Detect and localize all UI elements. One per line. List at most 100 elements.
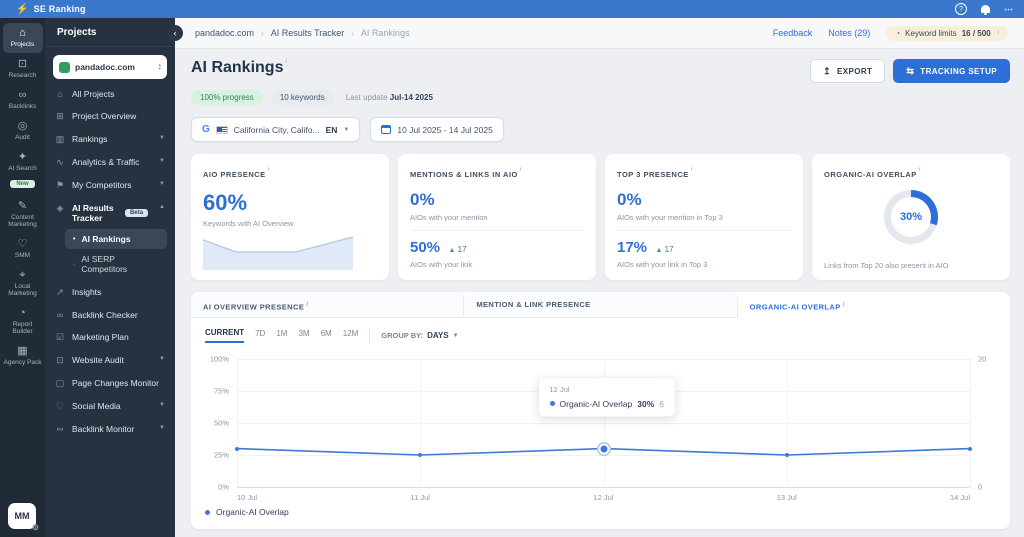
tracking-setup-button[interactable]: ⇆ TRACKING SETUP bbox=[893, 59, 1010, 83]
panel-item-all-projects[interactable]: ⌂ All Projects bbox=[45, 83, 175, 105]
chevron-up-icon: ▲ bbox=[159, 204, 165, 210]
data-point bbox=[784, 453, 789, 457]
competitors-icon: ⚑ bbox=[55, 180, 65, 190]
breadcrumb-project[interactable]: pandadoc.com bbox=[195, 28, 255, 38]
breadcrumb-section[interactable]: AI Results Tracker bbox=[270, 28, 345, 38]
chevron-down-icon: ▼ bbox=[159, 158, 165, 164]
aio-presence-value: 60% bbox=[203, 190, 248, 215]
sidebar-item-audit[interactable]: ◎ Audit bbox=[3, 116, 43, 146]
panel-item-backlink-checker[interactable]: ∞ Backlink Checker bbox=[56, 310, 138, 320]
range-7d[interactable]: 7D bbox=[255, 329, 266, 338]
keyword-limits-badge[interactable]: ◔ Keyword limits 16 / 500 i bbox=[886, 25, 1008, 41]
sliders-icon: ⇆ bbox=[906, 65, 915, 76]
lightning-icon: ⚡ bbox=[16, 3, 29, 15]
date-range-picker[interactable]: 10 Jul 2025 - 14 Jul 2025 bbox=[370, 117, 504, 142]
info-icon[interactable]: i bbox=[519, 166, 522, 173]
bullet-icon: • bbox=[73, 235, 76, 243]
info-icon: i bbox=[842, 302, 845, 308]
gridline-v bbox=[970, 359, 971, 487]
range-current[interactable]: CURRENT bbox=[205, 328, 245, 343]
bullet-icon: · bbox=[73, 260, 76, 268]
project-favicon bbox=[59, 61, 70, 73]
panel-item-project-overview[interactable]: ⊞ Project Overview bbox=[56, 111, 137, 121]
card-organic-ai-overlap: ORGANIC-AI OVERLAPi 30% Links from Top 2… bbox=[812, 154, 1010, 280]
sidebar-item-smm[interactable]: ♡ SMM bbox=[3, 234, 43, 264]
up-arrow-icon: ▲ bbox=[655, 247, 663, 254]
panel-item-page-changes-monitor[interactable]: ▢ Page Changes Monitor bbox=[55, 378, 159, 388]
range-3m[interactable]: 3M bbox=[298, 329, 310, 338]
project-selector[interactable]: pandadoc.com ▴ ▾ bbox=[53, 55, 167, 79]
info-icon[interactable]: i bbox=[285, 59, 287, 65]
gridline-h bbox=[237, 487, 970, 488]
tab-organic-ai-overlap[interactable]: ORGANIC-AI OVERLAP i bbox=[749, 302, 845, 312]
beta-badge: Beta bbox=[125, 209, 149, 217]
notes-link[interactable]: Notes (29) bbox=[828, 28, 871, 38]
up-arrow-icon: ▲ bbox=[448, 247, 456, 254]
group-by-selector[interactable]: GROUP BY: DAYS ▼ bbox=[381, 331, 459, 340]
range-6m[interactable]: 6M bbox=[320, 329, 332, 338]
gridline-v bbox=[420, 359, 422, 487]
panel-item-insights[interactable]: ↗ Insights bbox=[56, 287, 102, 297]
top3-mention-value: 0% bbox=[617, 190, 642, 209]
link-icon: ∞ bbox=[18, 89, 27, 101]
panel-item-ai-results-tracker[interactable]: ◈ AI Results Tracker Beta ▲ bbox=[56, 203, 165, 223]
y-axis-tick: 75% bbox=[213, 386, 229, 396]
language-value: EN bbox=[325, 124, 338, 135]
chart-legend[interactable]: Organic-AI Overlap bbox=[191, 487, 1010, 529]
overlap-donut: 30% bbox=[884, 190, 938, 244]
panel-item-rankings[interactable]: ▥ Rankings ▼ bbox=[55, 134, 165, 144]
series-dot-icon bbox=[549, 401, 555, 407]
panel-item-website-audit[interactable]: ⊡ Website Audit ▼ bbox=[56, 355, 165, 365]
location-selector[interactable]: G California City, Califo... EN ▼ bbox=[191, 117, 361, 142]
notifications-bell-icon[interactable] bbox=[981, 5, 990, 15]
sidebar-item-report-builder[interactable]: ◔ Report Builder bbox=[3, 303, 43, 340]
chart-tooltip: 12 Jul Organic-AI Overlap 30% 6 bbox=[537, 376, 677, 417]
gridline-v bbox=[603, 359, 605, 487]
user-avatar[interactable]: MM ⚙ bbox=[8, 503, 39, 532]
info-icon[interactable]: i bbox=[918, 166, 921, 173]
chart-panel: AI OVERVIEW PRESENCE i MENTION & LINK PRE… bbox=[191, 292, 1010, 529]
projects-panel: Projects pandadoc.com ▴ ▾ ⌂ All Projects … bbox=[45, 18, 175, 537]
panel-subitem-ai-serp-competitors[interactable]: · AI SERP Competitors bbox=[73, 254, 128, 274]
aio-presence-sparkline bbox=[203, 236, 353, 270]
top3-link-delta: ▲ 17 bbox=[655, 245, 674, 254]
sidebar-item-local-marketing[interactable]: ⌖ Local Marketing bbox=[3, 265, 43, 302]
sidebar-item-content-marketing[interactable]: ✎ Content Marketing bbox=[3, 196, 43, 233]
sidebar-item-projects[interactable]: ⌂ Projects bbox=[2, 23, 43, 53]
feedback-link[interactable]: Feedback bbox=[772, 28, 813, 38]
help-icon[interactable]: ? bbox=[955, 3, 967, 15]
more-menu-icon[interactable]: ⋯ bbox=[1004, 3, 1014, 14]
pie-chart-icon: ◔ bbox=[19, 307, 26, 319]
info-icon[interactable]: i bbox=[267, 166, 270, 173]
panel-item-analytics-traffic[interactable]: ∿ Analytics & Traffic ▼ bbox=[56, 157, 165, 167]
settings-gear-icon[interactable]: ⚙ bbox=[31, 523, 39, 532]
location-value: California City, Califo... bbox=[233, 124, 320, 135]
sidebar-item-agency-pack[interactable]: ▦ Agency Pack bbox=[3, 345, 42, 366]
tab-mention-link-presence[interactable]: MENTION & LINK PRESENCE bbox=[464, 292, 738, 318]
sidebar-item-backlinks[interactable]: ∞ Backlinks bbox=[3, 85, 43, 115]
info-icon[interactable]: i bbox=[690, 166, 693, 173]
panel-item-my-competitors[interactable]: ⚑ My Competitors ▼ bbox=[55, 180, 165, 190]
range-1m[interactable]: 1M bbox=[276, 329, 288, 338]
panel-item-backlink-monitor[interactable]: ∾ Backlink Monitor ▼ bbox=[56, 424, 165, 434]
range-12m[interactable]: 12M bbox=[342, 329, 359, 338]
mentions-value: 0% bbox=[410, 190, 435, 209]
link-monitor-icon: ∾ bbox=[56, 424, 64, 434]
keywords-badge: 10 keywords bbox=[270, 90, 334, 105]
panel-item-social-media[interactable]: ♡ Social Media ▼ bbox=[55, 401, 165, 411]
target-icon: ◈ bbox=[56, 203, 64, 213]
brand-logo[interactable]: ⚡ SE Ranking bbox=[16, 4, 86, 15]
y-axis-tick: 50% bbox=[213, 418, 229, 428]
bar-chart-icon: ▥ bbox=[55, 134, 65, 144]
panel-item-marketing-plan[interactable]: ☑ Marketing Plan bbox=[55, 332, 129, 342]
export-button[interactable]: ↥ EXPORT bbox=[810, 59, 886, 83]
chevron-down-icon: ▼ bbox=[159, 402, 165, 408]
sidebar-item-ai-search[interactable]: ✦ AI Search New bbox=[3, 147, 43, 195]
tab-ai-overview-presence[interactable]: AI OVERVIEW PRESENCE i bbox=[191, 292, 465, 318]
sidebar-item-research[interactable]: ⊡ Research bbox=[3, 54, 43, 84]
monitor-icon: ⊡ bbox=[56, 355, 64, 365]
collapse-sidebar-button[interactable]: ‹ bbox=[167, 25, 183, 41]
x-axis-tick: 12 Jul bbox=[593, 493, 614, 502]
x-axis-tick: 10 Jul bbox=[237, 493, 258, 502]
panel-subitem-ai-rankings[interactable]: • AI Rankings bbox=[65, 229, 167, 249]
